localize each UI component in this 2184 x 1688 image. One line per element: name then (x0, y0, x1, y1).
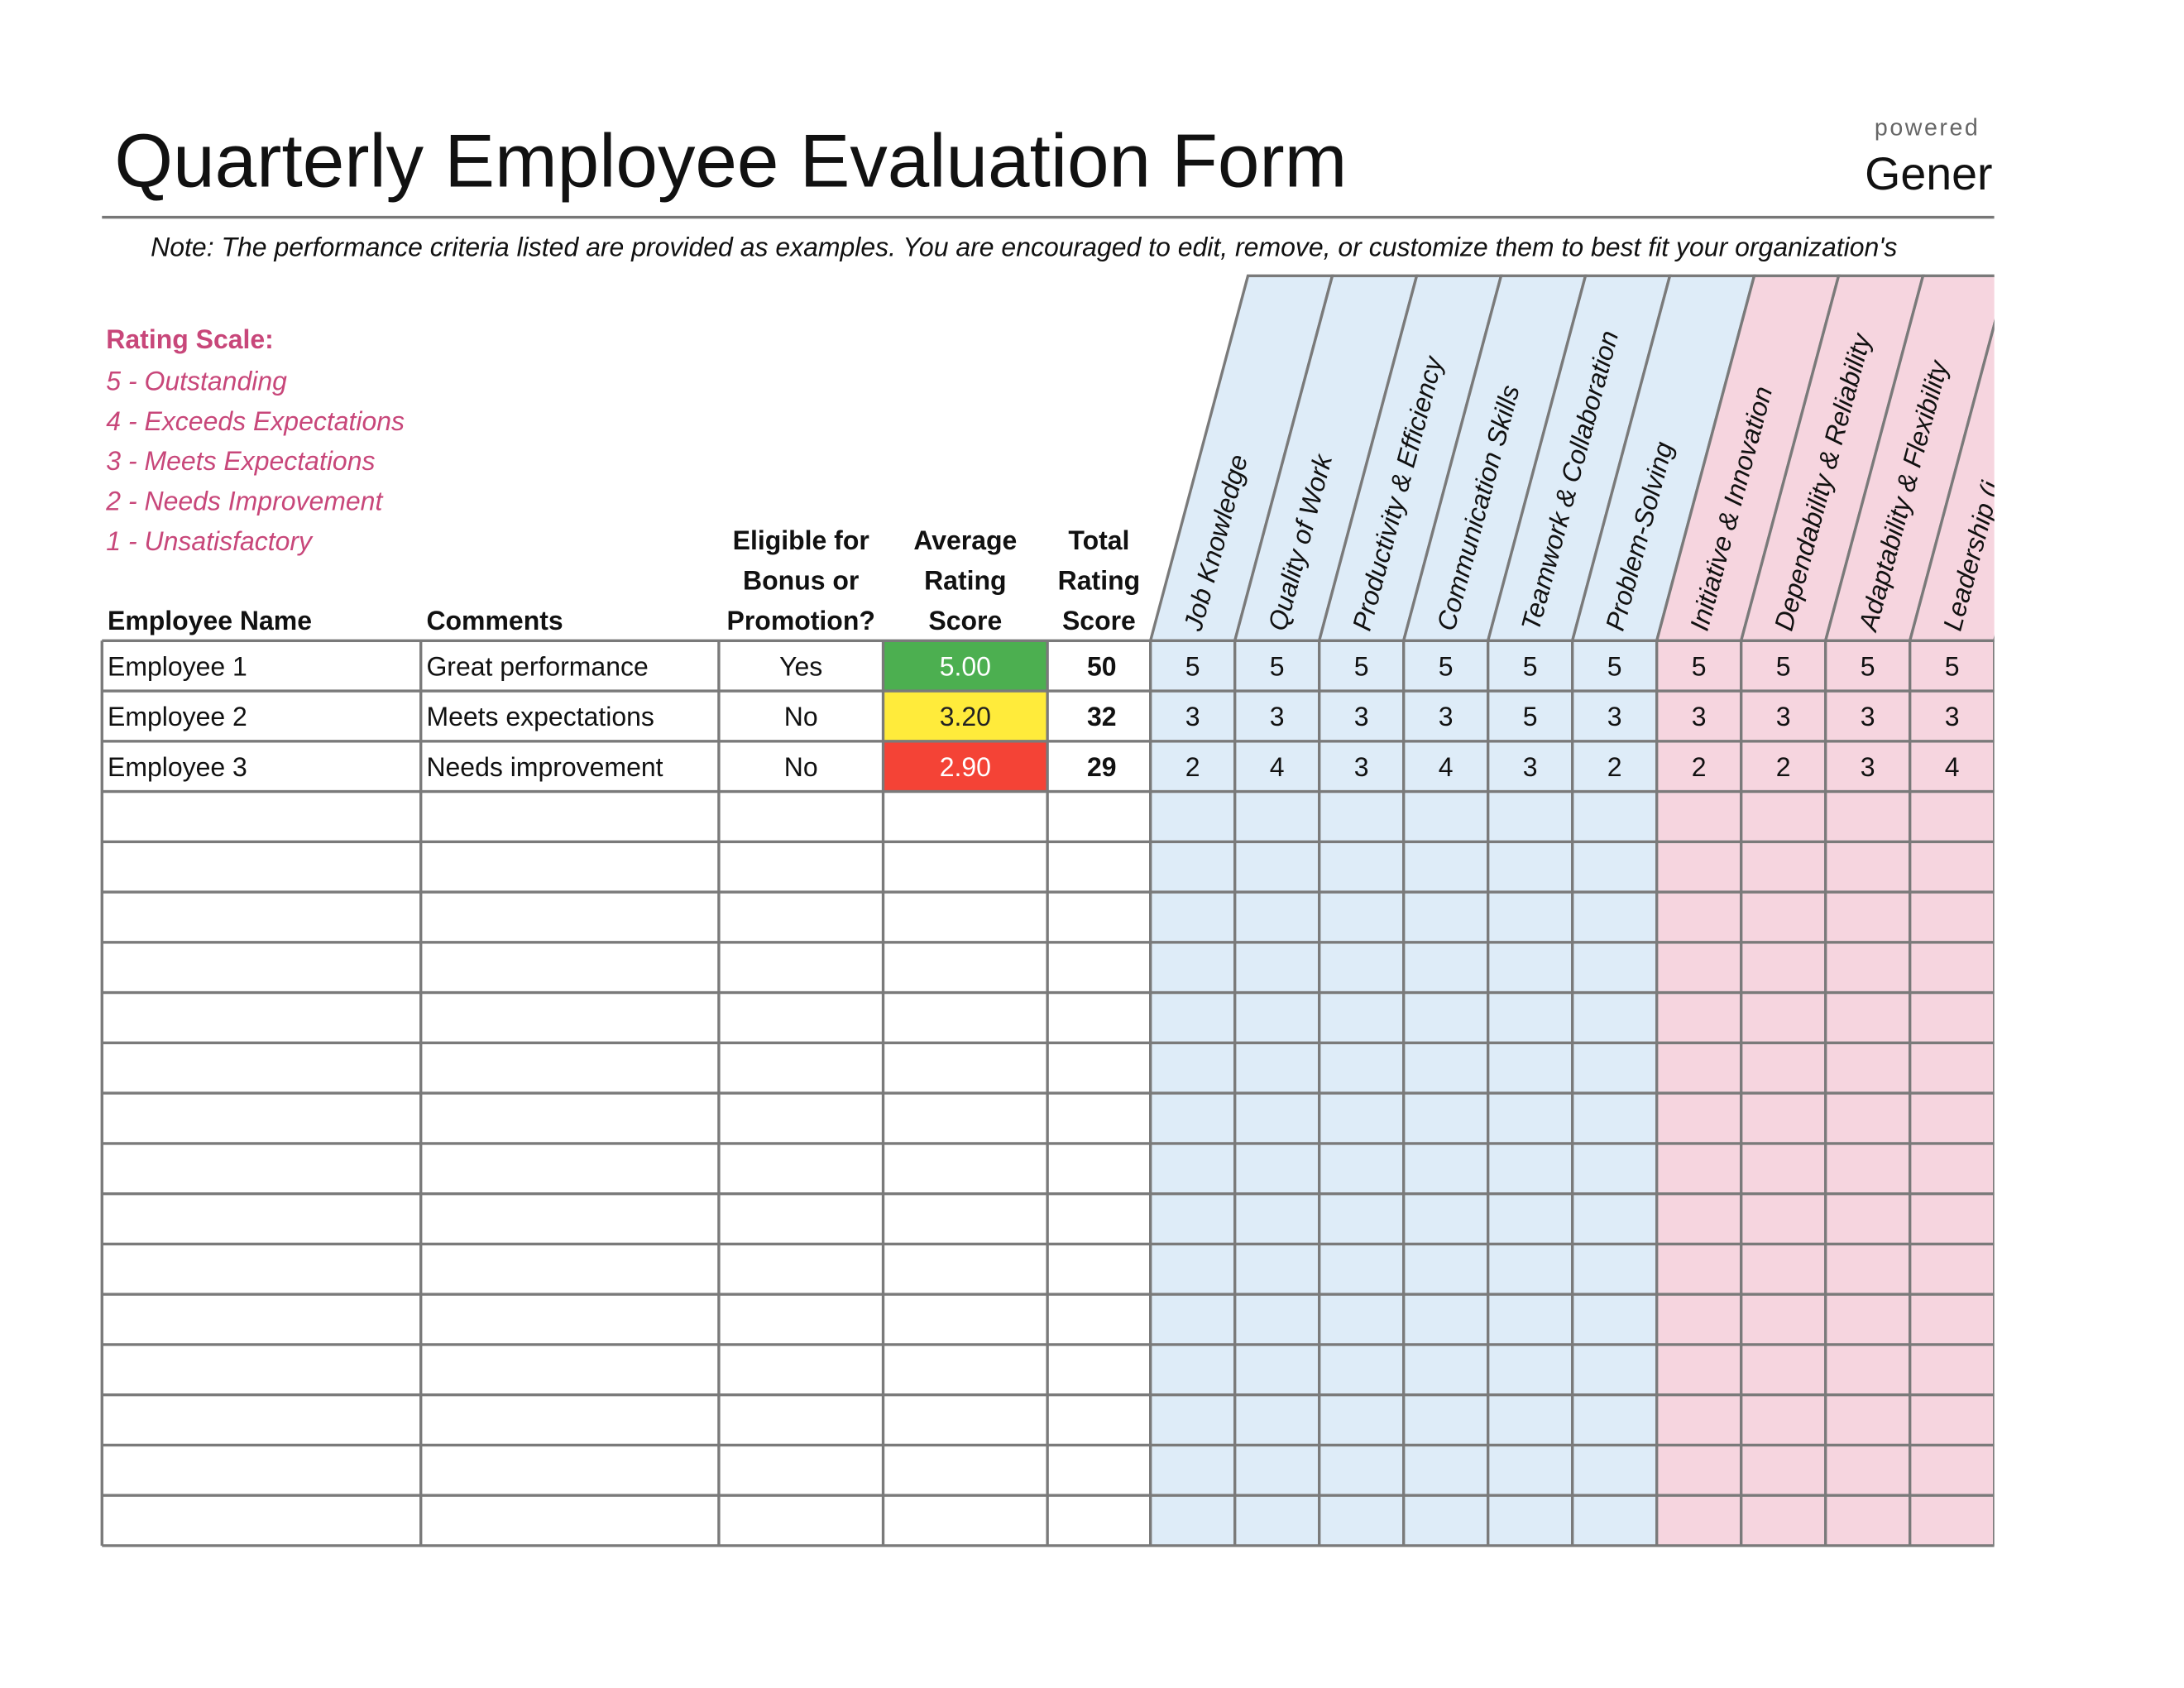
criteria-score: 3 (1185, 702, 1200, 731)
criteria-score: 3 (1776, 702, 1791, 731)
column-header: Promotion? (727, 606, 875, 635)
criteria-score: 5 (1523, 702, 1538, 731)
rating-scale-item: 3 - Meets Expectations (106, 446, 375, 476)
criteria-score: 3 (1861, 752, 1875, 782)
column-header: Average (913, 525, 1017, 555)
eligible: No (784, 702, 818, 731)
employee-name: Employee 2 (108, 702, 247, 731)
column-header: Bonus or (743, 565, 859, 595)
column-header: Comments (426, 606, 563, 635)
rating-scale-item: 1 - Unsatisfactory (106, 526, 314, 556)
column-header: Total (1068, 525, 1129, 555)
rating-scale-item: 2 - Needs Improvement (105, 487, 383, 516)
comment: Needs improvement (426, 752, 663, 782)
column-header: Rating (924, 565, 1006, 595)
criteria-score: 5 (1861, 651, 1875, 681)
criteria-score: 4 (1945, 752, 1960, 782)
comment: Meets expectations (426, 702, 654, 731)
rating-scale-item: 5 - Outstanding (106, 366, 287, 396)
powered-label: powered (1875, 114, 1980, 141)
column-header: Rating (1058, 565, 1140, 595)
criteria-score: 5 (1945, 651, 1960, 681)
criteria-score: 3 (1945, 702, 1960, 731)
criteria-score: 3 (1692, 702, 1707, 731)
criteria-score: 3 (1439, 702, 1454, 731)
total-score: 29 (1087, 752, 1117, 782)
criteria-score: 2 (1185, 752, 1200, 782)
average-cell (883, 691, 1048, 741)
criteria-score: 5 (1523, 651, 1538, 681)
eligible: Yes (779, 651, 822, 681)
criteria-score: 3 (1607, 702, 1622, 731)
criteria-score: 3 (1354, 752, 1369, 782)
criteria-score: 2 (1692, 752, 1707, 782)
employee-name: Employee 1 (108, 651, 247, 681)
average-cell (883, 741, 1048, 792)
average-cell (883, 640, 1048, 692)
rating-scale-item: 4 - Exceeds Expectations (106, 406, 405, 436)
criteria-score: 5 (1607, 651, 1622, 681)
column-header: Eligible for (733, 525, 869, 555)
criteria-score: 5 (1185, 651, 1200, 681)
content: Quarterly Employee Evaluation Form power… (100, 114, 1995, 1547)
criteria-score: 2 (1776, 752, 1791, 782)
average-score: 2.90 (940, 752, 991, 782)
eligible: No (784, 752, 818, 782)
criteria-score: 4 (1439, 752, 1454, 782)
criteria-score: 3 (1270, 702, 1285, 731)
criteria-score: 3 (1861, 702, 1875, 731)
criteria-score: 3 (1354, 702, 1369, 731)
column-header: Score (1062, 606, 1136, 635)
criteria-score: 5 (1354, 651, 1369, 681)
column-header: Score (928, 606, 1002, 635)
brand: Gener (1865, 148, 1992, 199)
note: Note: The performance criteria listed ar… (151, 233, 1897, 262)
total-score: 50 (1087, 651, 1117, 681)
criteria-score: 5 (1439, 651, 1454, 681)
total-score: 32 (1087, 702, 1117, 731)
average-score: 3.20 (940, 702, 991, 731)
comment: Great performance (426, 651, 648, 681)
criteria-score: 2 (1607, 752, 1622, 782)
column-header: Employee Name (108, 606, 312, 635)
criteria-score: 3 (1523, 752, 1538, 782)
rating-scale-title: Rating Scale: (106, 324, 274, 354)
criteria-score: 5 (1776, 651, 1791, 681)
criteria-score: 5 (1692, 651, 1707, 681)
criteria-score: 5 (1270, 651, 1285, 681)
criteria-score: 4 (1270, 752, 1285, 782)
average-score: 5.00 (940, 651, 991, 681)
title: Quarterly Employee Evaluation Form (114, 120, 1347, 204)
employee-name: Employee 3 (108, 752, 247, 782)
